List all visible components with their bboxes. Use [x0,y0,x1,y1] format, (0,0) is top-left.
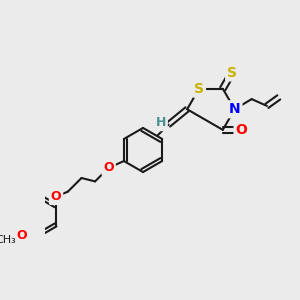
Text: H: H [156,116,166,129]
Text: S: S [194,82,204,96]
Text: S: S [227,65,237,80]
Text: CH₃: CH₃ [0,235,16,245]
Text: O: O [103,161,114,174]
Text: N: N [229,102,241,116]
Text: O: O [51,190,61,203]
Text: O: O [236,123,247,137]
Text: O: O [17,229,27,242]
